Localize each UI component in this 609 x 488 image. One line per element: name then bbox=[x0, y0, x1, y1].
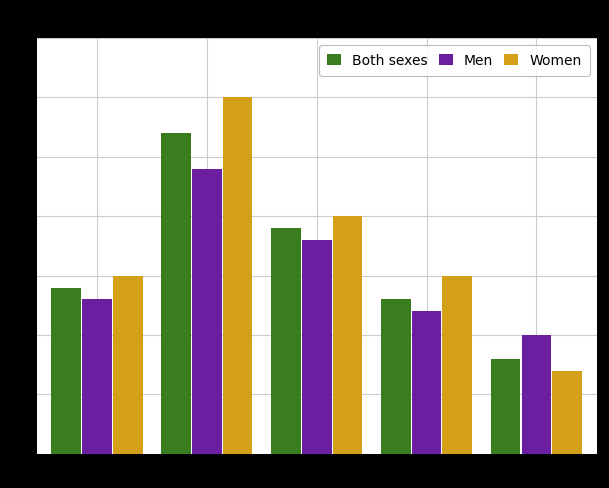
Bar bbox=[82, 300, 112, 454]
Bar bbox=[333, 217, 362, 454]
Bar bbox=[113, 276, 143, 454]
Bar bbox=[223, 98, 252, 454]
Legend: Both sexes, Men, Women: Both sexes, Men, Women bbox=[319, 46, 590, 77]
Bar bbox=[491, 359, 521, 454]
Bar bbox=[302, 241, 331, 454]
Bar bbox=[412, 312, 442, 454]
Bar bbox=[552, 371, 582, 454]
Bar bbox=[51, 288, 81, 454]
Bar bbox=[381, 300, 410, 454]
Bar bbox=[271, 229, 301, 454]
Bar bbox=[192, 169, 222, 454]
Bar bbox=[161, 134, 191, 454]
Bar bbox=[443, 276, 472, 454]
Bar bbox=[521, 335, 551, 454]
